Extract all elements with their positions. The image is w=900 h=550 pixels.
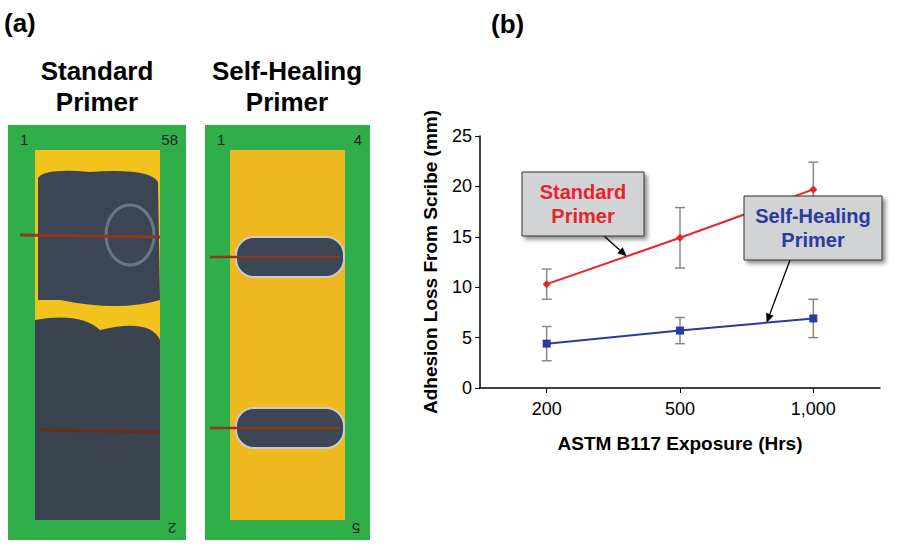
svg-text:(a): (a)	[4, 8, 36, 38]
svg-text:25: 25	[452, 126, 472, 146]
svg-text:1,000: 1,000	[791, 399, 836, 419]
svg-text:4: 4	[354, 131, 362, 148]
svg-text:5: 5	[352, 520, 360, 537]
svg-text:1: 1	[217, 131, 225, 148]
svg-text:Standard: Standard	[41, 56, 154, 86]
svg-text:Adhesion Loss From Scribe (mm): Adhesion Loss From Scribe (mm)	[420, 110, 441, 414]
svg-text:0: 0	[462, 378, 472, 398]
svg-text:Standard: Standard	[540, 181, 627, 203]
svg-text:ASTM B117 Exposure (Hrs): ASTM B117 Exposure (Hrs)	[558, 433, 803, 454]
svg-text:200: 200	[532, 399, 562, 419]
svg-text:500: 500	[665, 399, 695, 419]
svg-text:10: 10	[452, 277, 472, 297]
svg-text:2: 2	[168, 520, 176, 537]
svg-text:1: 1	[20, 131, 28, 148]
svg-text:20: 20	[452, 176, 472, 196]
svg-text:Primer: Primer	[56, 87, 138, 117]
svg-text:58: 58	[161, 131, 178, 148]
svg-text:Primer: Primer	[551, 205, 615, 227]
svg-text:Self-Healing: Self-Healing	[755, 205, 871, 227]
svg-text:15: 15	[452, 227, 472, 247]
svg-text:(b): (b)	[491, 9, 524, 39]
svg-text:Primer: Primer	[781, 229, 845, 251]
svg-text:5: 5	[462, 328, 472, 348]
svg-text:Self-Healing: Self-Healing	[212, 56, 362, 86]
svg-text:Primer: Primer	[246, 87, 328, 117]
